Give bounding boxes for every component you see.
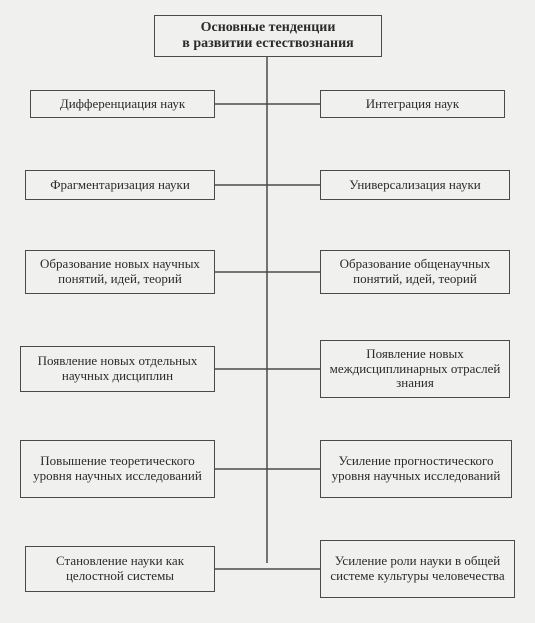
left-node-1: Фрагментаризация науки (25, 170, 215, 200)
right-node-1: Универсализация науки (320, 170, 510, 200)
title-line-1: Основные тенденции (182, 20, 353, 36)
right-node-4: Усиление прогностического уровня научных… (320, 440, 512, 498)
right-node-3: Появление новых междисциплинарных отрасл… (320, 340, 510, 398)
right-node-0: Интеграция наук (320, 90, 505, 118)
right-node-5: Усиление роли науки в общей системе куль… (320, 540, 515, 598)
left-node-2: Образование новых научных понятий, идей,… (25, 250, 215, 294)
root-title: Основные тенденциив развитии естествозна… (154, 15, 382, 57)
left-node-4: Повышение теоретического уровня научных … (20, 440, 215, 498)
left-node-3: Появление новых отдельных научных дисцип… (20, 346, 215, 392)
left-node-5: Становление науки как целостной системы (25, 546, 215, 592)
left-node-0: Дифференциация наук (30, 90, 215, 118)
title-line-2: в развитии естествознания (182, 36, 353, 52)
right-node-2: Образование общенаучных понятий, идей, т… (320, 250, 510, 294)
